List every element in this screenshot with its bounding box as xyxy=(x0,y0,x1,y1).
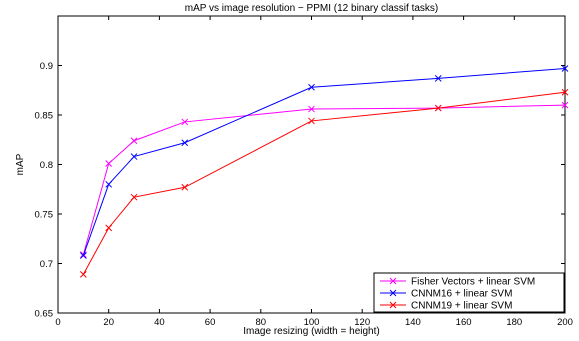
x-tick-label: 200 xyxy=(557,317,573,328)
series-2 xyxy=(79,65,569,259)
x-tick-label: 80 xyxy=(256,317,267,328)
x-tick-label: 100 xyxy=(304,317,320,328)
x-tick-label: 140 xyxy=(405,317,421,328)
legend-item: CNNM16 + linear SVM xyxy=(380,289,512,300)
legend-label: CNNM16 + linear SVM xyxy=(411,289,512,300)
y-tick-label: 0.65 xyxy=(35,309,54,320)
data-point-marker xyxy=(434,104,442,112)
y-tick-label: 0.85 xyxy=(35,111,54,122)
data-point-marker xyxy=(105,160,113,167)
data-point-marker xyxy=(105,224,113,232)
data-point-marker xyxy=(561,65,569,72)
x-tick-label: 60 xyxy=(205,317,216,328)
plot-frame xyxy=(57,15,566,314)
data-point-marker xyxy=(181,183,189,191)
data-point-marker xyxy=(105,180,113,188)
x-tick-label: 40 xyxy=(154,317,165,328)
data-point-marker xyxy=(308,83,315,91)
data-point-marker xyxy=(130,153,138,160)
series-3 xyxy=(79,88,569,278)
y-axis-title: mAP xyxy=(15,153,26,175)
data-point-marker xyxy=(434,75,442,82)
x-tick-label: 20 xyxy=(103,317,114,328)
y-tick-label: 0.7 xyxy=(40,259,53,270)
data-point-marker xyxy=(79,271,87,278)
y-axis: 0.65 0.7 0.75 0.8 0.85 0.9 xyxy=(35,61,565,320)
data-point-marker xyxy=(308,105,315,113)
y-tick-label: 0.8 xyxy=(40,160,53,171)
x-tick-label: 0 xyxy=(55,317,60,328)
legend-marker xyxy=(389,289,397,297)
y-tick-label: 0.9 xyxy=(40,61,53,72)
chart-title: mAP vs image resolution − PPMI (12 binar… xyxy=(185,3,439,14)
data-point-marker xyxy=(130,193,138,201)
data-point-marker xyxy=(130,137,138,145)
plot-area xyxy=(57,15,566,314)
legend-item: CNNM19 + linear SVM xyxy=(380,301,512,312)
legend-marker xyxy=(389,277,397,285)
legend-label: CNNM19 + linear SVM xyxy=(411,301,512,312)
data-point-marker xyxy=(308,117,315,125)
x-axis-title: Image resizing (width = height) xyxy=(243,326,379,337)
legend-marker xyxy=(389,301,397,309)
x-tick-label: 160 xyxy=(456,317,472,328)
data-point-marker xyxy=(79,252,87,259)
data-point-marker xyxy=(181,139,189,147)
x-tick-label: 180 xyxy=(506,317,522,328)
y-tick-label: 0.75 xyxy=(35,210,54,221)
series-layer xyxy=(79,65,569,278)
data-point-marker xyxy=(181,118,189,126)
data-point-marker xyxy=(561,101,569,109)
x-axis: 0 20 40 60 80 100 120 140 160 180 200 xyxy=(55,16,573,328)
x-tick-label: 120 xyxy=(354,317,370,328)
data-point-marker xyxy=(561,88,569,96)
legend-item: Fisher Vectors + linear SVM xyxy=(380,277,535,288)
legend-label: Fisher Vectors + linear SVM xyxy=(411,277,535,288)
